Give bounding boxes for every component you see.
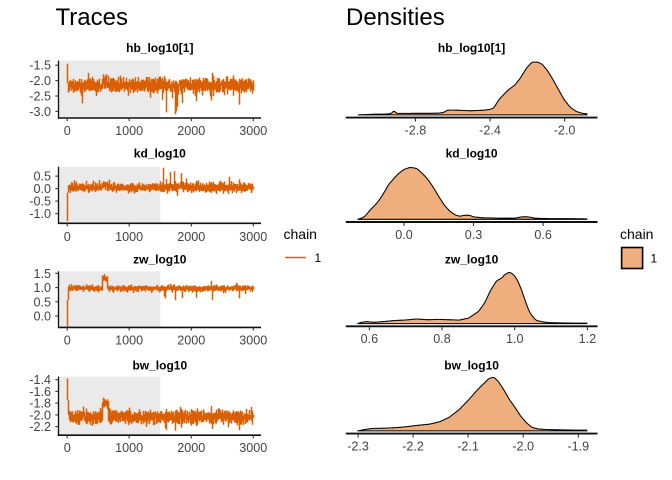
svg-text:-2.0: -2.0 — [554, 124, 576, 138]
svg-text:1.5: 1.5 — [33, 267, 51, 281]
svg-text:1: 1 — [651, 252, 658, 266]
svg-text:kd_log10: kd_log10 — [446, 147, 498, 161]
svg-text:0.6: 0.6 — [361, 332, 379, 346]
svg-text:-2.8: -2.8 — [405, 124, 427, 138]
svg-text:3000: 3000 — [239, 333, 267, 347]
svg-text:hb_log10[1]: hb_log10[1] — [438, 41, 505, 55]
svg-text:chain: chain — [620, 226, 653, 242]
svg-text:2000: 2000 — [177, 441, 205, 455]
svg-text:-3.0: -3.0 — [29, 105, 51, 119]
svg-text:zw_log10: zw_log10 — [445, 253, 499, 267]
svg-text:zw_log10: zw_log10 — [133, 253, 187, 267]
svg-text:1000: 1000 — [115, 230, 143, 244]
svg-text:1.2: 1.2 — [579, 332, 597, 346]
svg-text:-2.2: -2.2 — [29, 420, 51, 434]
svg-text:1.0: 1.0 — [506, 332, 524, 346]
svg-text:3000: 3000 — [239, 230, 267, 244]
svg-text:-2.1: -2.1 — [457, 440, 479, 454]
svg-text:1: 1 — [315, 251, 322, 265]
svg-text:0: 0 — [64, 230, 71, 244]
svg-text:-1.6: -1.6 — [29, 385, 51, 399]
svg-text:-1.5: -1.5 — [29, 59, 51, 73]
svg-text:2000: 2000 — [177, 230, 205, 244]
svg-text:0.5: 0.5 — [33, 170, 51, 184]
svg-text:2000: 2000 — [177, 124, 205, 138]
svg-text:2000: 2000 — [177, 333, 205, 347]
svg-text:0: 0 — [64, 124, 71, 138]
svg-text:-2.0: -2.0 — [29, 74, 51, 88]
svg-text:-1.0: -1.0 — [29, 207, 51, 221]
svg-text:chain: chain — [284, 226, 317, 242]
svg-text:-1.8: -1.8 — [29, 397, 51, 411]
svg-text:-0.5: -0.5 — [29, 195, 51, 209]
svg-text:1000: 1000 — [115, 333, 143, 347]
svg-text:1.0: 1.0 — [33, 281, 51, 295]
svg-text:-2.4: -2.4 — [479, 124, 501, 138]
svg-text:1000: 1000 — [115, 441, 143, 455]
svg-text:3000: 3000 — [239, 441, 267, 455]
svg-text:0.0: 0.0 — [395, 228, 413, 242]
svg-text:0.3: 0.3 — [465, 228, 483, 242]
svg-text:kd_log10: kd_log10 — [134, 147, 186, 161]
svg-text:-2.3: -2.3 — [347, 440, 369, 454]
svg-text:0.6: 0.6 — [534, 228, 552, 242]
svg-text:-1.4: -1.4 — [29, 373, 51, 387]
svg-text:1000: 1000 — [115, 124, 143, 138]
svg-text:0: 0 — [64, 441, 71, 455]
svg-text:bw_log10: bw_log10 — [444, 358, 499, 372]
svg-text:0.0: 0.0 — [33, 310, 51, 324]
svg-text:0: 0 — [64, 333, 71, 347]
svg-text:Traces: Traces — [56, 4, 128, 31]
svg-text:0.8: 0.8 — [433, 332, 451, 346]
svg-text:hb_log10[1]: hb_log10[1] — [126, 41, 193, 55]
svg-text:-2.0: -2.0 — [512, 440, 534, 454]
svg-text:-2.5: -2.5 — [29, 90, 51, 104]
svg-text:0.0: 0.0 — [33, 182, 51, 196]
svg-text:-1.9: -1.9 — [567, 440, 589, 454]
svg-text:Densities: Densities — [346, 4, 445, 31]
svg-text:-2.2: -2.2 — [402, 440, 424, 454]
svg-text:-2.0: -2.0 — [29, 408, 51, 422]
svg-text:0.5: 0.5 — [33, 295, 51, 309]
svg-text:3000: 3000 — [239, 124, 267, 138]
svg-text:bw_log10: bw_log10 — [132, 358, 187, 372]
